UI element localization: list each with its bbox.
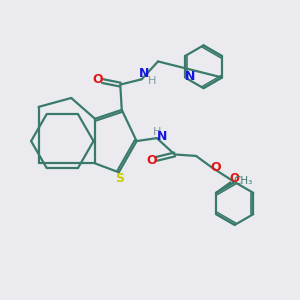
Text: N: N: [139, 68, 149, 80]
Text: O: O: [210, 161, 221, 174]
Text: N: N: [157, 130, 167, 143]
Text: O: O: [93, 74, 103, 86]
Text: H: H: [153, 127, 162, 136]
Text: O: O: [146, 154, 157, 167]
Text: O: O: [230, 172, 240, 185]
Text: S: S: [115, 172, 124, 185]
Text: CH₃: CH₃: [233, 176, 253, 186]
Text: N: N: [185, 70, 196, 83]
Text: H: H: [148, 76, 156, 86]
